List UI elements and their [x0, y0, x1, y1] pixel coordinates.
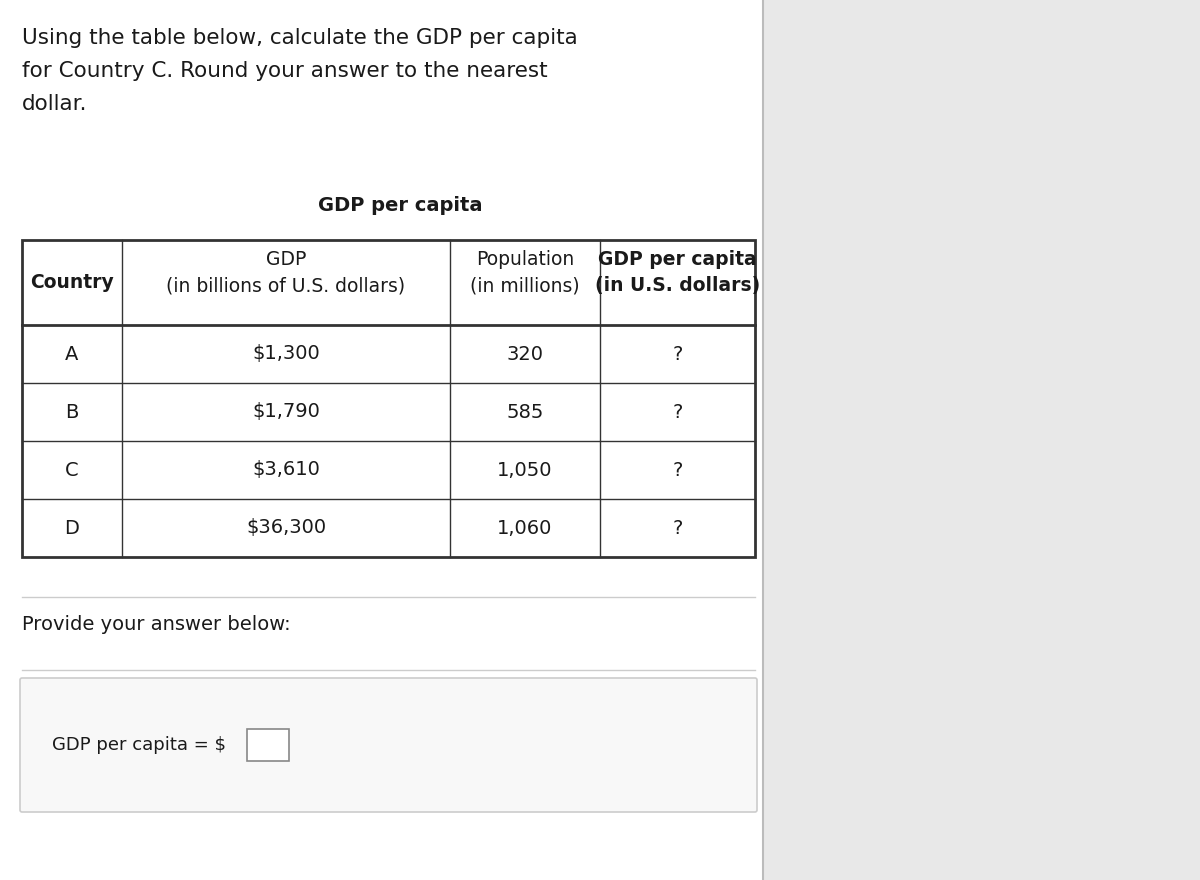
Bar [247, 729, 289, 761]
Text: 1,050: 1,050 [497, 460, 553, 480]
Text: Provide your answer below:: Provide your answer below: [22, 615, 290, 634]
Text: ?: ? [672, 460, 683, 480]
Text: Population
(in millions): Population (in millions) [470, 250, 580, 296]
Text: A: A [65, 344, 79, 363]
Text: GDP per capita = $: GDP per capita = $ [52, 736, 226, 754]
FancyBboxPatch shape [20, 678, 757, 812]
Text: ?: ? [672, 518, 683, 538]
Text: GDP
(in billions of U.S. dollars): GDP (in billions of U.S. dollars) [167, 250, 406, 296]
Text: 1,060: 1,060 [497, 518, 553, 538]
Text: $36,300: $36,300 [246, 518, 326, 538]
Bar [763, 0, 1200, 880]
Text: $3,610: $3,610 [252, 460, 320, 480]
Text: C: C [65, 460, 79, 480]
Bar [22, 240, 755, 557]
Text: ?: ? [672, 344, 683, 363]
Text: 320: 320 [506, 344, 544, 363]
Text: GDP per capita
(in U.S. dollars): GDP per capita (in U.S. dollars) [595, 250, 760, 296]
Text: D: D [65, 518, 79, 538]
Text: $1,300: $1,300 [252, 344, 320, 363]
Text: GDP per capita: GDP per capita [318, 196, 482, 215]
Text: Using the table below, calculate the GDP per capita
for Country C. Round your an: Using the table below, calculate the GDP… [22, 28, 577, 114]
Text: Country: Country [30, 273, 114, 292]
Text: ?: ? [672, 402, 683, 422]
Text: B: B [65, 402, 79, 422]
Text: 585: 585 [506, 402, 544, 422]
Text: $1,790: $1,790 [252, 402, 320, 422]
